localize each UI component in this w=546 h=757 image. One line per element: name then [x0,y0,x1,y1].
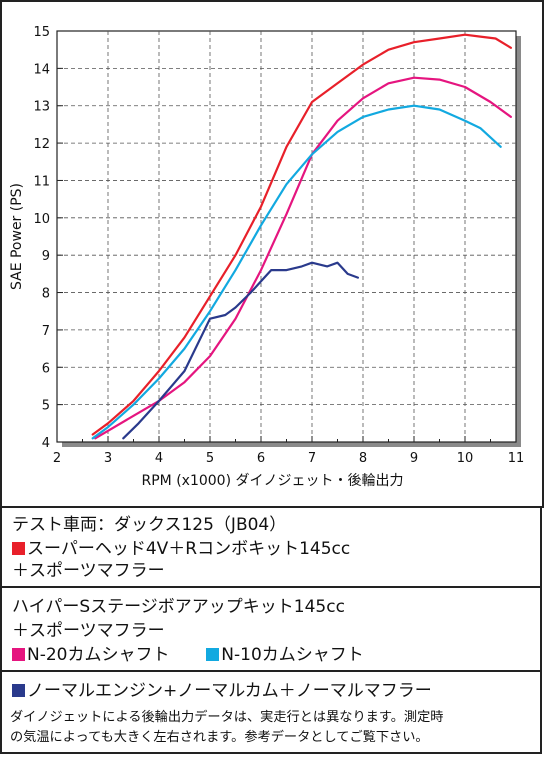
y-axis-label: SAE Power (PS) [9,183,25,290]
xtick-label-11: 11 [508,451,525,466]
panel-hyper-s: ハイパーSステージボアアップキット145cc ＋スポーツマフラー N-20カムシ… [0,586,542,672]
ytick-label-8: 8 [42,287,50,302]
ytick-label-13: 13 [33,100,50,115]
red-swatch-icon [12,542,25,555]
disclaimer-line-2: の気温によっても大きく左右されます。参考データとしてご覧下さい。 [10,728,429,748]
ytick-label-11: 11 [33,174,50,189]
xtick-label-10: 10 [457,451,474,466]
normal-legend-text: ノーマルエンジン+ノーマルカム＋ノーマルマフラー [27,681,432,701]
xtick-label-4: 4 [155,451,163,466]
xtick-label-3: 3 [104,451,112,466]
xtick-label-5: 5 [206,451,214,466]
ytick-label-5: 5 [42,399,50,414]
series-superhead-text: スーパーヘッド4V＋Rコンボキット145cc [27,539,350,559]
hyper-s-muffler: ＋スポーツマフラー [12,620,165,642]
magenta-swatch-icon [12,648,25,661]
series-superhead-label: スーパーヘッド4V＋Rコンボキット145cc [12,538,350,560]
panel-normal: ノーマルエンジン+ノーマルカム＋ノーマルマフラー ダイノジェットによる後輪出力デ… [0,670,542,754]
dyno-chart: 4 5 6 7 8 9 10 11 12 13 14 15 2 3 4 5 6 7 8 9 10 11 RPM (x1000… [0,0,546,510]
ytick-label-15: 15 [33,25,50,40]
panel-test-vehicle: テスト車両：ダックス125（JB04） スーパーヘッド4V＋Rコンボキット145… [0,506,542,588]
legend-n10: N-10カムシャフト [221,645,363,665]
x-axis-label: RPM (x1000) ダイノジェット・後輪出力 [142,472,404,489]
plot-area [57,31,516,442]
ytick-label-7: 7 [42,324,50,339]
navy-swatch-icon [12,684,25,697]
xtick-label-2: 2 [53,451,61,466]
series-superhead-muffler: ＋スポーツマフラー [12,560,165,582]
chart-svg: 4 5 6 7 8 9 10 11 12 13 14 15 2 3 4 5 6 7 8 9 10 11 RPM (x1000… [0,0,546,510]
vehicle-title: テスト車両：ダックス125（JB04） [12,514,286,536]
ytick-label-14: 14 [33,62,50,77]
cam-legend: N-20カムシャフト N-10カムシャフト [12,644,364,666]
ytick-label-10: 10 [33,212,50,227]
normal-legend: ノーマルエンジン+ノーマルカム＋ノーマルマフラー [12,680,432,702]
legend-n20: N-20カムシャフト [27,645,169,665]
ytick-label-6: 6 [42,361,50,376]
xtick-label-6: 6 [257,451,265,466]
xtick-label-7: 7 [308,451,316,466]
ytick-label-12: 12 [33,137,50,152]
ytick-label-4: 4 [42,436,50,451]
xtick-label-9: 9 [410,451,418,466]
ytick-label-9: 9 [42,249,50,264]
xtick-label-8: 8 [359,451,367,466]
hyper-s-title: ハイパーSステージボアアップキット145cc [12,596,345,618]
cyan-swatch-icon [206,648,219,661]
disclaimer-line-1: ダイノジェットによる後輪出力データは、実走行とは異なります。測定時 [10,708,443,728]
